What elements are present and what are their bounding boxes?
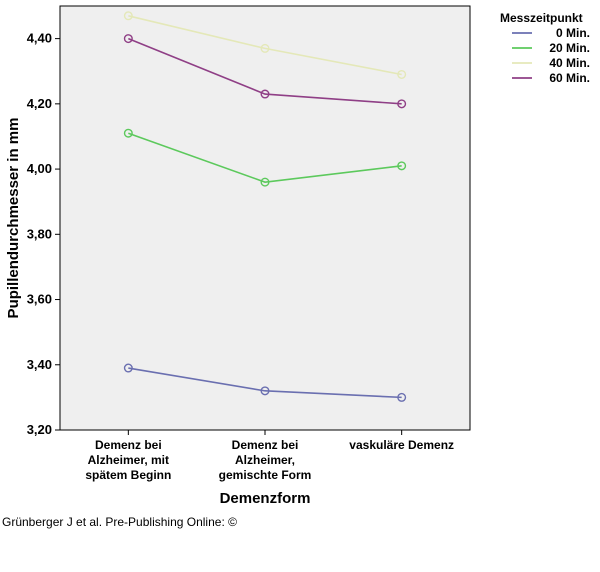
data-point xyxy=(260,89,270,99)
data-point xyxy=(123,34,133,44)
data-point xyxy=(123,363,133,373)
x-tick-label: vaskuläre Demenz xyxy=(349,438,454,452)
data-point xyxy=(260,177,270,187)
x-tick-label: Demenz bei Alzheimer, gemischte Form xyxy=(219,438,312,482)
legend-label: 0 Min. xyxy=(556,26,590,40)
x-axis-title: Demenzform xyxy=(220,490,311,507)
y-axis: 3,20 3,40 3,60 3,80 4,00 4,20 4,40 xyxy=(27,31,60,437)
series-line xyxy=(128,15,402,76)
data-point xyxy=(123,128,133,138)
legend: Messzeitpunkt 0 Min.20 Min.40 Min.60 Min… xyxy=(500,11,590,85)
data-point xyxy=(260,386,270,396)
y-tick-label: 4,20 xyxy=(27,96,52,111)
data-point xyxy=(397,99,407,109)
data-point xyxy=(397,161,407,171)
y-tick-label: 3,60 xyxy=(27,292,52,307)
data-point xyxy=(123,11,133,21)
legend-title: Messzeitpunkt xyxy=(500,11,583,25)
y-tick-label: 3,80 xyxy=(27,226,52,241)
y-tick-label: 4,40 xyxy=(27,31,52,46)
series-layer xyxy=(123,11,407,402)
x-axis: Demenz bei Alzheimer, mit spätem Beginn Dem… xyxy=(85,430,454,482)
series-line xyxy=(128,367,402,399)
legend-label: 40 Min. xyxy=(549,56,590,70)
series-line xyxy=(128,132,402,183)
data-point xyxy=(397,392,407,402)
y-tick-label: 3,20 xyxy=(27,422,52,437)
legend-label: 20 Min. xyxy=(549,41,590,55)
data-point xyxy=(397,69,407,79)
data-point xyxy=(260,43,270,53)
series-line xyxy=(128,37,402,105)
figure-caption: Grünberger J et al. Pre-Publishing Onlin… xyxy=(2,515,237,529)
legend-label: 60 Min. xyxy=(549,71,590,85)
chart: 3,20 3,40 3,60 3,80 4,00 4,20 4,40 Demenz bei A… xyxy=(5,5,590,507)
x-tick-label: Demenz bei Alzheimer, mit spätem Beginn xyxy=(85,438,171,482)
y-axis-title: Pupillendurchmesser in mm xyxy=(5,118,22,319)
plot-area xyxy=(59,5,471,431)
y-tick-label: 3,40 xyxy=(27,357,52,372)
y-tick-label: 4,00 xyxy=(27,161,52,176)
